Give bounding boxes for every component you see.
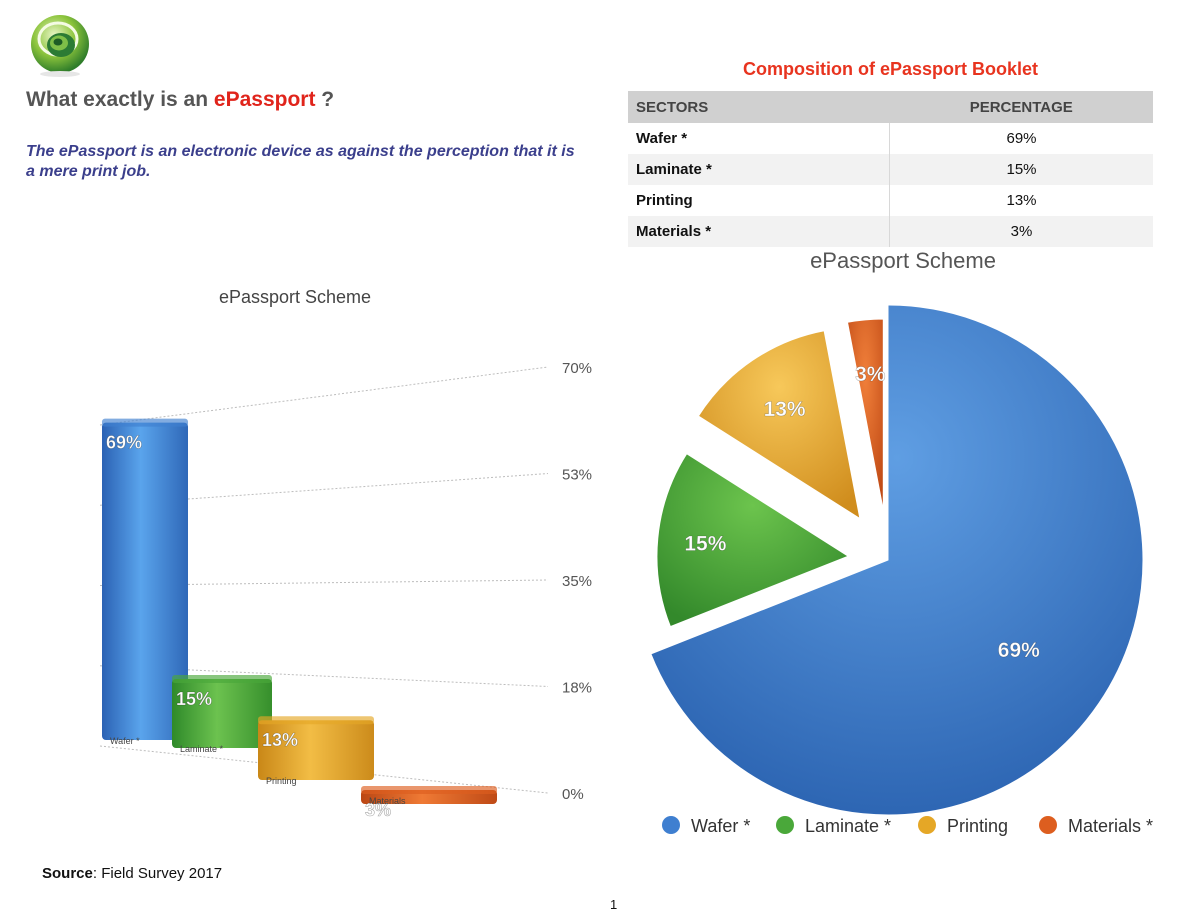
pie-slice-printing — [697, 330, 861, 520]
bar-data-label: 13% — [262, 730, 298, 750]
legend-label: Wafer * — [691, 816, 750, 836]
x-category-label: Printing — [266, 776, 297, 786]
bar-data-label: 69% — [106, 433, 142, 453]
pie-data-label: 15% — [684, 533, 726, 556]
pie-slice-wafer — [650, 304, 1144, 816]
bar-data-label: 3% — [365, 800, 391, 820]
y-tick-label: 70% — [562, 360, 592, 377]
pie-data-label: 13% — [764, 398, 806, 421]
pie-chart-title: ePassport Scheme — [810, 248, 996, 273]
legend-label: Laminate * — [805, 816, 891, 836]
table-cell-sector: Printing — [628, 185, 890, 216]
source-label: Source — [42, 865, 93, 882]
legend-label: Printing — [947, 816, 1008, 836]
x-category-label: Wafer * — [110, 736, 140, 746]
bar-chart-title: ePassport Scheme — [219, 287, 371, 307]
bar-top-printing — [258, 716, 374, 725]
bar-top-wafer — [102, 418, 188, 427]
y-tick-label: 53% — [562, 467, 592, 484]
bar-laminate — [172, 679, 272, 748]
legend-dot-printing — [918, 816, 936, 834]
y-tick-label: 35% — [562, 573, 592, 590]
column-header-sectors: SECTORS — [628, 91, 890, 123]
gridline — [99, 473, 549, 506]
bar-top-laminate — [172, 675, 272, 683]
table-cell-percentage: 69% — [1006, 130, 1037, 147]
y-tick-label: 0% — [562, 786, 584, 803]
page-number: 1 — [610, 897, 618, 912]
logo-swirl — [31, 15, 89, 77]
gridline — [99, 366, 549, 426]
y-tick-label: 18% — [562, 680, 592, 697]
table-cell-sector: Wafer * — [628, 123, 890, 154]
table-row: Wafer * 69% — [628, 123, 1153, 154]
legend-dot-wafer — [662, 816, 680, 834]
headline-suffix: ? — [315, 88, 335, 111]
table-cell-sector: Materials * — [628, 216, 890, 247]
x-category-label: Materials — [369, 796, 406, 806]
pie-slice-laminate — [656, 453, 850, 628]
table-cell-percentage: 3% — [889, 216, 1153, 247]
table-row: Printing 13% — [628, 185, 1153, 216]
gridline — [99, 579, 549, 586]
composition-table: SECTORS PERCENTAGE Wafer * 69% Laminate … — [628, 91, 1153, 247]
legend-dot-materials — [1039, 816, 1057, 834]
headline-prefix: What exactly is an — [26, 88, 214, 111]
source-text: : Field Survey 2017 — [92, 865, 223, 882]
bar-chart: ePassport Scheme 0% 18% 35% 53% 70% 69% 15% 13… — [99, 287, 592, 820]
legend-dot-laminate — [776, 816, 794, 834]
table-row: Materials * 3% — [628, 216, 1153, 247]
legend-label: Materials * — [1068, 816, 1153, 836]
pie-slice-materials — [846, 318, 884, 511]
bar-printing — [258, 720, 374, 780]
table-header-row: SECTORS PERCENTAGE — [628, 91, 1153, 123]
column-header-percentage: PERCENTAGE — [889, 91, 1153, 123]
table-cell-sector: Laminate * — [628, 154, 890, 185]
gridline — [99, 665, 549, 687]
pie-chart: ePassport Scheme 69% 15% 13% 3% Wafer * Lami… — [650, 248, 1153, 836]
pie-data-label: 3% — [855, 363, 886, 386]
page-subtitle: The ePassport is an electronic device as… — [26, 143, 575, 180]
source-note: Source: Field Survey 2017 — [42, 865, 222, 882]
pie-data-label: 69% — [998, 639, 1040, 662]
bar-data-label: 15% — [176, 689, 212, 709]
table-row: Laminate * 15% — [628, 154, 1153, 185]
table-cell-percentage: 15% — [889, 154, 1153, 185]
bar-top-materials — [361, 786, 497, 794]
page-headline: What exactly is an ePassport ? — [26, 88, 334, 112]
bar-wafer — [102, 422, 188, 740]
table-title: Composition of ePassport Booklet — [742, 59, 1039, 79]
headline-brand: ePassport — [213, 88, 316, 111]
x-category-label: Laminate * — [180, 744, 224, 754]
table-cell-percentage: 13% — [1006, 192, 1037, 209]
